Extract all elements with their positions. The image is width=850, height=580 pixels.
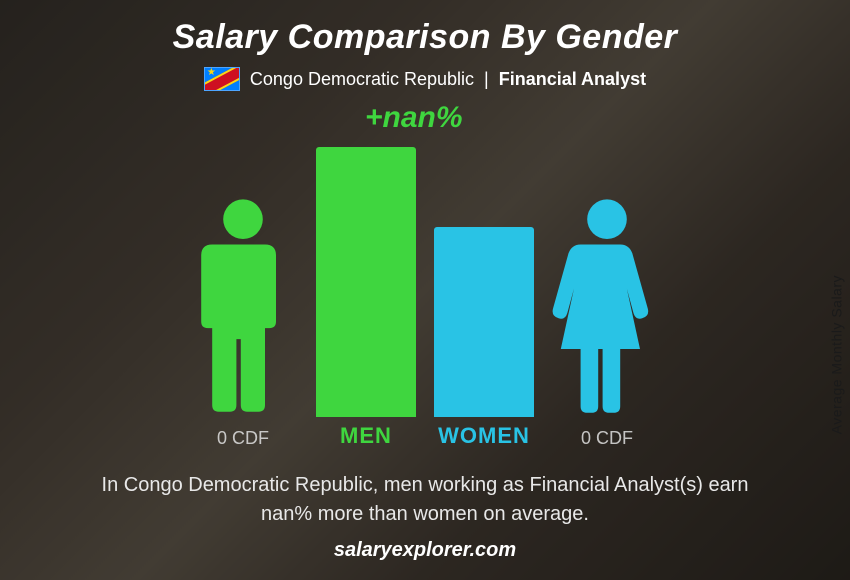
description-text: In Congo Democratic Republic, men workin… [0,449,850,539]
footer: salaryexplorer.com [0,539,850,580]
difference-label: +nan% [365,101,463,135]
man-icon [188,190,298,420]
women-bar [434,227,534,417]
subtitle: Congo Democratic Republic | Financial An… [0,67,850,91]
men-bar-col: MEN [316,147,416,449]
men-salary-value: 0 CDF [217,428,269,449]
men-bar-label: MEN [340,423,392,449]
y-axis-label: Average Monthly Salary [828,275,844,434]
country-flag-icon [204,67,240,91]
header: Salary Comparison By Gender Congo Democr… [0,0,850,91]
job-title: Financial Analyst [499,69,646,90]
men-bar [316,147,416,417]
gender-salary-chart: +nan% 0 CDF MEN WOMEN 0 CDF Average Mont… [0,101,850,449]
page-title: Salary Comparison By Gender [0,18,850,57]
separator: | [484,69,489,90]
men-figure-col: 0 CDF [188,190,298,449]
women-figure-col: 0 CDF [552,190,662,449]
woman-icon [552,190,662,420]
women-salary-value: 0 CDF [581,428,633,449]
footer-site[interactable]: salaryexplorer.com [334,539,516,561]
women-bar-col: WOMEN [434,227,534,449]
women-bar-label: WOMEN [438,423,530,449]
country-name: Congo Democratic Republic [250,69,474,90]
